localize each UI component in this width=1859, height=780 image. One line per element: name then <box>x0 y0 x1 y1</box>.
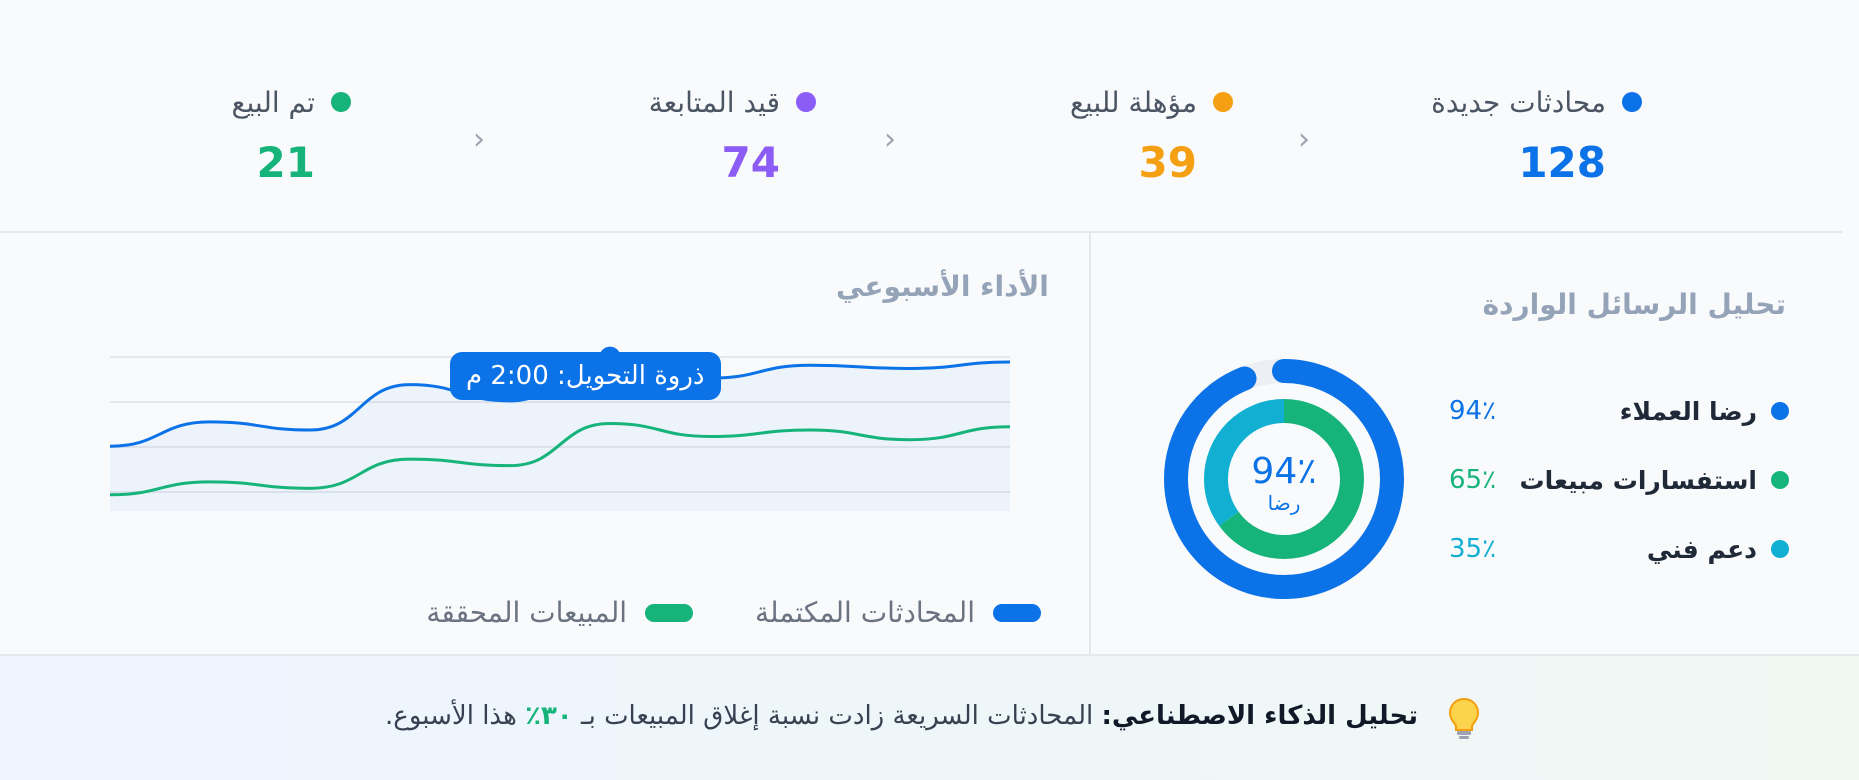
series-line-1[interactable] <box>109 422 1011 497</box>
analysis-title: تحليل الرسائل الواردة <box>1482 288 1786 321</box>
stage-count: 128 <box>1518 138 1606 187</box>
divider <box>0 231 1842 233</box>
metric-tech-support[interactable]: دعم فني 35٪ <box>1449 529 1789 569</box>
chevron-left-icon: ‹ <box>1298 122 1310 157</box>
satisfaction-donut <box>1164 359 1404 599</box>
performance-title: الأداء الأسبوعي <box>836 270 1049 303</box>
panel-divider <box>1089 232 1091 654</box>
stage-count: 74 <box>721 138 780 187</box>
stage-label: تم البيع <box>231 85 315 119</box>
metric-value: 65٪ <box>1449 465 1497 495</box>
metric-name: استفسارات مبيعات <box>1519 465 1757 495</box>
stage-label: مؤهلة للبيع <box>1069 85 1197 119</box>
stage-label: قيد المتابعة <box>648 85 780 119</box>
peak-tooltip: ذروة التحويل: 2:00 م <box>450 352 721 400</box>
insight-body: المحادثات السريعة زادت نسبة إغلاق المبيع… <box>580 701 1094 731</box>
insight-title: تحليل الذكاء الاصطناعي: <box>1101 701 1418 731</box>
insight-percent: ٣٠٪ <box>525 701 573 731</box>
metric-name: دعم فني <box>1646 534 1757 564</box>
insight-text: تحليل الذكاء الاصطناعي: المحادثات السريع… <box>385 696 1418 736</box>
donut-label: رضا <box>1267 491 1301 515</box>
metric-name: رضا العملاء <box>1619 396 1757 426</box>
donut-value: 94٪ <box>1251 451 1317 492</box>
donut-inner-ring-sales <box>1204 399 1364 559</box>
stage-count: 21 <box>256 138 315 187</box>
legend-swatch <box>645 603 693 622</box>
ai-insight-banner <box>0 656 1859 780</box>
stage-dot <box>1622 92 1642 112</box>
stage-label: محادثات جديدة <box>1431 85 1606 119</box>
legend-label: المحادثات المكتملة <box>754 596 975 629</box>
chevron-left-icon: ‹ <box>884 122 896 157</box>
metric-value: 35٪ <box>1449 534 1497 564</box>
legend-swatch <box>993 603 1041 622</box>
stage-dot <box>1213 92 1233 112</box>
legend-item-sales[interactable]: المبيعات المحققة <box>426 596 693 629</box>
lightbulb-icon <box>1448 697 1480 739</box>
funnel-stage-new[interactable]: محادثات جديدة 128 <box>1342 82 1642 187</box>
legend-item-conversations[interactable]: المحادثات المكتملة <box>755 596 1041 629</box>
metric-sales-inquiries[interactable]: استفسارات مبيعات 65٪ <box>1449 460 1789 500</box>
funnel-stage-followup[interactable]: قيد المتابعة 74 <box>516 82 816 187</box>
metric-customer-satisfaction[interactable]: رضا العملاء 94٪ <box>1449 391 1789 431</box>
divider <box>0 654 1859 656</box>
stage-dot <box>796 92 816 112</box>
chevron-left-icon: ‹ <box>473 122 485 157</box>
metric-dot <box>1771 402 1789 420</box>
legend-label: المبيعات المحققة <box>426 596 627 629</box>
funnel-stage-sold[interactable]: تم البيع 21 <box>51 82 351 187</box>
stage-count: 39 <box>1138 138 1197 187</box>
insight-body-end: هذا الأسبوع. <box>385 701 517 731</box>
metric-dot <box>1771 540 1789 558</box>
funnel-stage-qualified[interactable]: مؤهلة للبيع 39 <box>933 82 1233 187</box>
series-area <box>110 357 1010 511</box>
donut-outer-ring <box>1164 359 1404 599</box>
performance-chart <box>109 343 1011 511</box>
stage-dot <box>331 92 351 112</box>
metric-dot <box>1771 471 1789 489</box>
donut-center: 94٪ رضا <box>1162 451 1406 515</box>
sales-funnel: محادثات جديدة 128 ‹ مؤهلة للبيع 39 ‹ قيد… <box>0 0 1859 232</box>
metric-value: 94٪ <box>1449 396 1497 426</box>
